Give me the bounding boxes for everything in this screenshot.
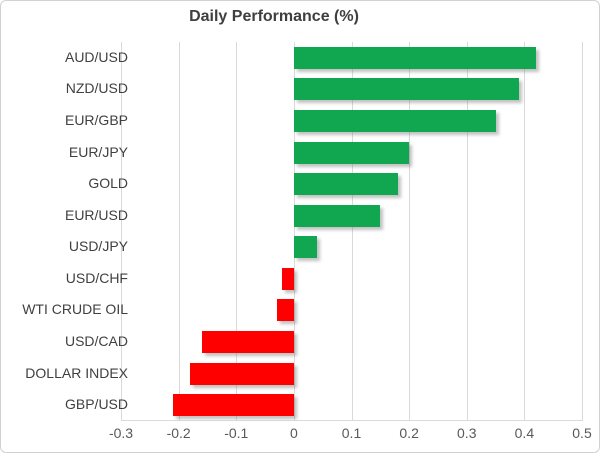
x-tick-label: 0.2 [399, 425, 419, 441]
bar-usd-jpy [294, 236, 317, 258]
category-label: USD/CHF [65, 270, 128, 286]
x-tick-label: -0.2 [166, 425, 191, 441]
category-label: GOLD [88, 175, 128, 191]
x-tick-label: 0.5 [572, 425, 592, 441]
x-axis-line [121, 420, 582, 421]
category-label: GBP/USD [64, 396, 128, 412]
bar-eur-usd [294, 205, 380, 227]
gridline [582, 42, 583, 421]
plot-area [121, 42, 583, 421]
gridline [352, 42, 353, 421]
gridline [294, 42, 295, 421]
x-tick-label: 0.4 [514, 425, 535, 441]
gridline [467, 42, 468, 421]
x-tick-label: 0.1 [341, 425, 362, 441]
bar-aud-usd [294, 47, 536, 69]
gridline [121, 42, 122, 421]
bar-eur-gbp [294, 110, 496, 132]
bar-eur-jpy [294, 142, 409, 164]
bar-usd-chf [282, 268, 294, 290]
category-label: EUR/USD [64, 207, 128, 223]
bar-dollar-index [190, 363, 294, 385]
gridline [236, 42, 237, 421]
category-label: WTI CRUDE OIL [22, 301, 128, 317]
bar-gbp-usd [173, 394, 294, 416]
gridline [409, 42, 410, 421]
bar-nzd-usd [294, 78, 519, 100]
x-tick-label: -0.3 [108, 425, 134, 441]
chart-title: Daily Performance (%) [189, 8, 359, 25]
category-label: EUR/JPY [68, 144, 128, 160]
bar-wti-crude-oil [277, 299, 294, 321]
category-label: NZD/USD [65, 80, 128, 96]
category-label: DOLLAR INDEX [25, 365, 128, 381]
category-label: USD/JPY [68, 238, 128, 254]
x-tick-label: 0 [289, 425, 298, 441]
bar-usd-cad [202, 331, 294, 353]
x-tick-label: 0.3 [457, 425, 477, 441]
category-label: USD/CAD [64, 333, 128, 349]
bar-gold [294, 173, 398, 195]
category-label: AUD/USD [64, 49, 128, 65]
category-label: EUR/GBP [64, 112, 128, 128]
gridline [179, 42, 180, 421]
x-tick-label: -0.1 [224, 425, 249, 441]
gridline [524, 42, 525, 421]
